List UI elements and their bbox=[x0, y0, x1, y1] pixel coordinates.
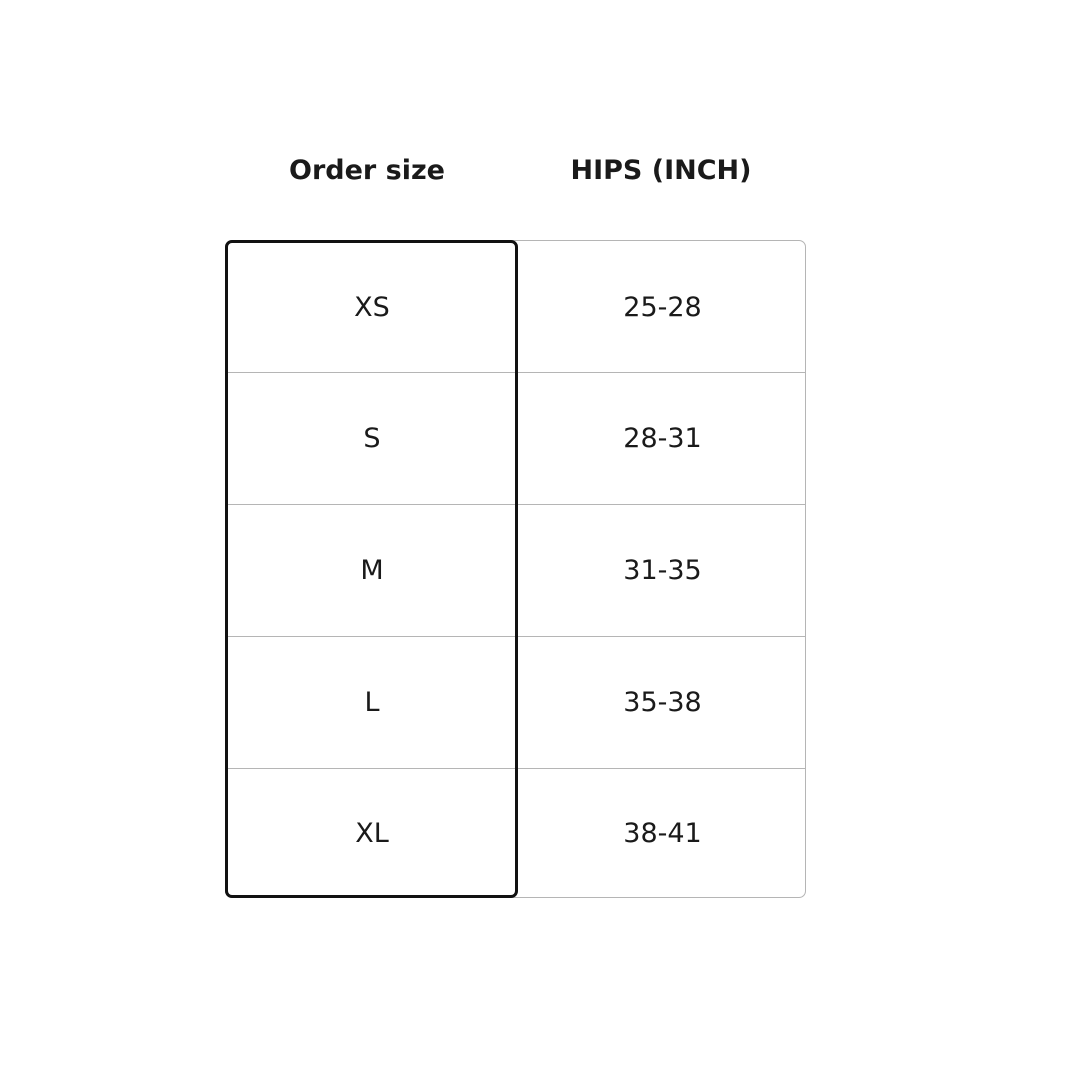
size-cell: XS bbox=[354, 291, 390, 323]
size-cell: XL bbox=[355, 818, 389, 849]
column-header-order-size: Order size bbox=[289, 155, 445, 186]
hips-cell: 25-28 bbox=[623, 291, 702, 323]
size-cell: L bbox=[364, 687, 380, 718]
hips-cell: 38-41 bbox=[623, 818, 702, 849]
table-row: XL 38-41 bbox=[226, 768, 805, 898]
table-row: S 28-31 bbox=[226, 372, 805, 504]
column-header-hips: HIPS (INCH) bbox=[570, 155, 752, 186]
size-cell: S bbox=[363, 423, 381, 454]
size-chart-table: XS 25-28 S 28-31 M 31-35 L 35-38 XL 38-41 bbox=[225, 240, 806, 898]
size-cell: M bbox=[360, 555, 384, 586]
table-row: L 35-38 bbox=[226, 636, 805, 768]
hips-cell: 31-35 bbox=[623, 555, 702, 586]
hips-cell: 35-38 bbox=[623, 687, 702, 718]
hips-cell: 28-31 bbox=[623, 423, 702, 454]
table-row: M 31-35 bbox=[226, 504, 805, 636]
table-row: XS 25-28 bbox=[226, 241, 805, 373]
